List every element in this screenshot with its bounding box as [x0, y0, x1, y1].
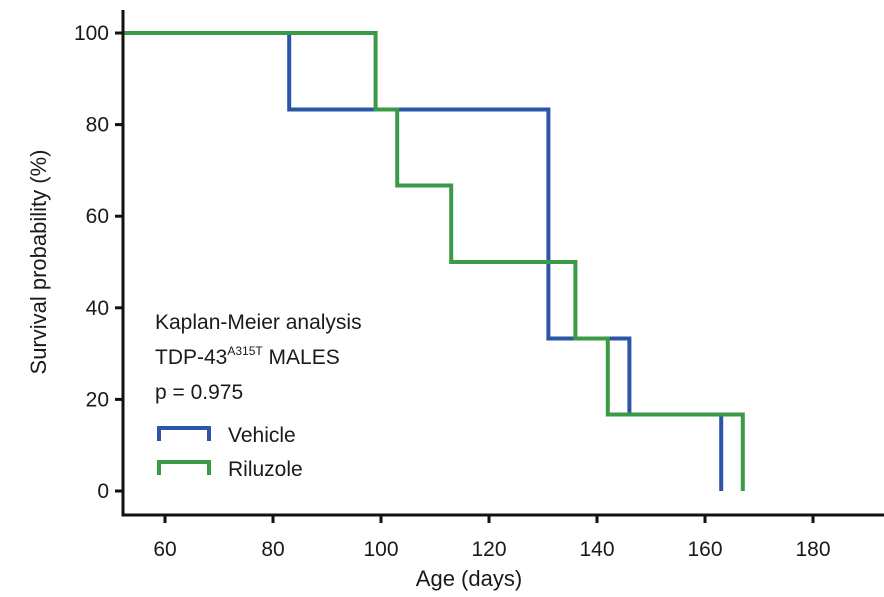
legend-label-riluzole: Riluzole — [228, 458, 303, 481]
y-axis-title: Survival probability (%) — [26, 150, 51, 375]
series-layer — [124, 31, 745, 491]
x-tick-label: 180 — [795, 538, 830, 561]
axes-layer — [121, 10, 884, 517]
x-tick-label: 60 — [153, 538, 176, 561]
annotation-group: TDP-43A315T MALES — [155, 344, 340, 369]
legend: Vehicle Riluzole — [157, 424, 303, 481]
annotation-group-main: TDP-43 — [155, 346, 227, 369]
y-tick-label: 20 — [86, 388, 109, 411]
x-tick-label: 100 — [363, 538, 398, 561]
x-axis-title: Age (days) — [416, 566, 522, 591]
annotation-title: Kaplan-Meier analysis — [155, 311, 362, 334]
legend-label-vehicle: Vehicle — [228, 424, 296, 447]
series-line-vehicle — [124, 31, 724, 491]
series-line-riluzole — [124, 31, 745, 491]
x-tick-label: 140 — [579, 538, 614, 561]
y-tick-label: 40 — [86, 297, 109, 320]
annotation-p-value: p = 0.975 — [155, 381, 243, 404]
y-tick-label: 100 — [74, 22, 109, 45]
x-tick-label: 80 — [261, 538, 284, 561]
annotation-group-suffix: MALES — [263, 346, 340, 369]
x-tick-label: 160 — [687, 538, 722, 561]
ticks-layer: 100 80 60 40 20 0 60 80 100 120 140 160 180 — [74, 22, 831, 561]
annotation-block: Kaplan-Meier analysis TDP-43A315T MALES … — [155, 311, 362, 404]
legend-symbol-riluzole — [157, 460, 211, 475]
y-tick-label: 80 — [86, 114, 109, 137]
y-tick-label: 60 — [86, 205, 109, 228]
x-tick-label: 120 — [471, 538, 506, 561]
y-tick-label: 0 — [97, 480, 109, 503]
legend-symbol-vehicle — [157, 426, 211, 441]
annotation-group-superscript: A315T — [227, 344, 263, 358]
